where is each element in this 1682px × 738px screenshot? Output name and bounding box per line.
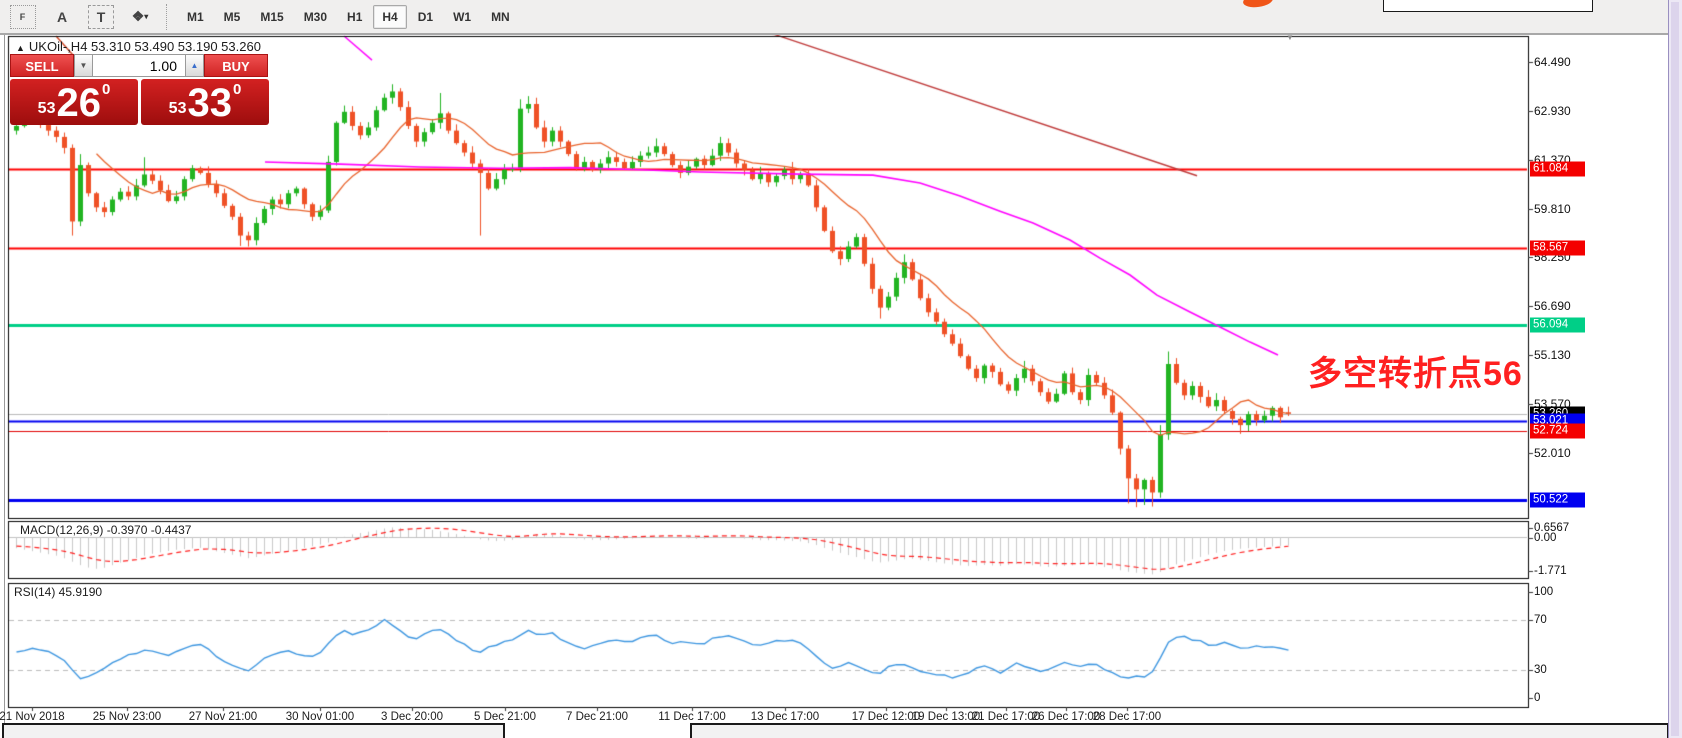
grid-f-icon[interactable]: F (10, 4, 36, 29)
timeframe-button-w1[interactable]: W1 (453, 9, 472, 24)
time-tick-label: 30 Nov 01:00 (285, 711, 355, 723)
time-tick-label: 7 Dec 21:00 (565, 711, 629, 723)
style-tool-icon[interactable]: ❖ ▾ (131, 8, 149, 24)
indicator-tick-label: -1.771 (1534, 565, 1567, 577)
collapse-triangle-icon[interactable]: ▲ (16, 43, 25, 53)
chart-title: ▲ UKOil-,H4 53.310 53.490 53.190 53.260 (16, 39, 261, 54)
window-scrollbar[interactable] (1668, 0, 1682, 738)
price-tick-label: 56.690 (1534, 299, 1571, 314)
bottom-panel-left (2, 723, 505, 738)
volume-stepper: ▼ ▲ (74, 54, 204, 77)
timeframe-button-m30[interactable]: M30 (303, 9, 328, 24)
price-tick-label: 62.930 (1534, 103, 1571, 118)
sell-price-small: 53 (37, 100, 56, 117)
price-tick-label: 59.810 (1534, 201, 1571, 216)
buy-price-sup: 0 (232, 81, 242, 98)
time-tick-label: 21 Dec 17:00 (971, 711, 1041, 723)
rsi-label: RSI(14) 45.9190 (14, 585, 103, 599)
one-click-trade-panel: SELL ▼ ▲ BUY 53 26 0 53 33 0 (10, 54, 272, 125)
price-tick-label: 64.490 (1534, 55, 1571, 69)
timeframe-button-d1[interactable]: D1 (417, 9, 434, 24)
floating-window-edge (1383, 0, 1593, 12)
sell-price-box[interactable]: 53 26 0 (10, 79, 138, 125)
toolbar-separator (166, 3, 168, 30)
time-tick-label: 27 Nov 21:00 (188, 711, 258, 723)
logo-fragment-icon (1242, 0, 1274, 10)
timeframe-toolbar: M1 M5 M15 M30 H1 H4 D1 W1 MN (178, 4, 519, 29)
price-level-badge: 61.084 (1530, 161, 1585, 177)
timeframe-button-h4[interactable]: H4 (373, 4, 407, 29)
chart-text-annotation: 多空转折点56 (1308, 355, 1523, 393)
volume-increase-button[interactable]: ▲ (185, 54, 204, 77)
time-tick-label: 17 Dec 12:00 (851, 711, 921, 723)
time-tick-label: 11 Dec 17:00 (658, 711, 726, 723)
price-tick-label: 55.130 (1534, 348, 1571, 363)
price-tick-label: 52.010 (1534, 445, 1571, 460)
time-tick-label: 5 Dec 21:00 (473, 711, 537, 723)
buy-price-small: 53 (168, 100, 187, 117)
textbox-tool-icon[interactable]: T (88, 4, 114, 29)
buy-price-big: 33 (187, 81, 232, 125)
text-tool-icon[interactable]: A (56, 8, 68, 25)
sell-price-sup: 0 (101, 81, 111, 98)
timeframe-button-m15[interactable]: M15 (260, 9, 284, 24)
bottom-panel-right (690, 723, 1669, 738)
time-tick-label: 25 Nov 23:00 (92, 711, 162, 723)
indicator-tick-label: 70 (1534, 614, 1547, 626)
window-left-edge (4, 35, 5, 725)
time-tick-label: 28 Dec 17:00 (1092, 711, 1162, 723)
timeframe-button-m1[interactable]: M1 (187, 9, 204, 24)
indicator-tick-label: 0.6567 (1534, 522, 1570, 534)
sell-button[interactable]: SELL (10, 54, 74, 77)
volume-decrease-button[interactable]: ▼ (74, 54, 93, 77)
buy-price-box[interactable]: 53 33 0 (141, 79, 269, 125)
time-tick-label: 21 Nov 2018 (0, 711, 65, 723)
indicator-tick-label: 30 (1534, 664, 1547, 676)
timeframe-button-h1[interactable]: H1 (347, 9, 363, 24)
sell-price-big: 26 (56, 81, 101, 125)
toolbar: F A T ❖ ▾ M1 M5 M15 M30 H1 H4 D1 W1 MN (0, 0, 1682, 35)
splitter-arrow-icon[interactable]: ▼ (1286, 33, 1294, 42)
volume-input[interactable] (93, 54, 185, 77)
indicator-tick-label: 0 (1534, 692, 1541, 704)
indicator-tick-label: 0.00 (1534, 532, 1557, 544)
drawing-tools: F A T ❖ ▾ (0, 4, 152, 29)
time-tick-label: 3 Dec 20:00 (380, 711, 444, 723)
time-tick-label: 26 Dec 17:00 (1031, 711, 1101, 723)
macd-label: MACD(12,26,9) -0.3970 -0.4437 (20, 523, 192, 537)
buy-button[interactable]: BUY (204, 54, 268, 77)
timeframe-button-mn[interactable]: MN (491, 9, 510, 24)
price-level-badge: 58.567 (1530, 240, 1585, 256)
timeframe-button-m5[interactable]: M5 (223, 9, 241, 24)
price-level-badge: 56.094 (1530, 317, 1585, 333)
price-level-badge: 52.724 (1530, 423, 1585, 439)
time-tick-label: 13 Dec 17:00 (750, 711, 820, 723)
price-level-badge: 50.522 (1530, 492, 1585, 508)
time-tick-label: 19 Dec 13:00 (911, 711, 981, 723)
indicator-tick-label: 100 (1534, 586, 1554, 598)
